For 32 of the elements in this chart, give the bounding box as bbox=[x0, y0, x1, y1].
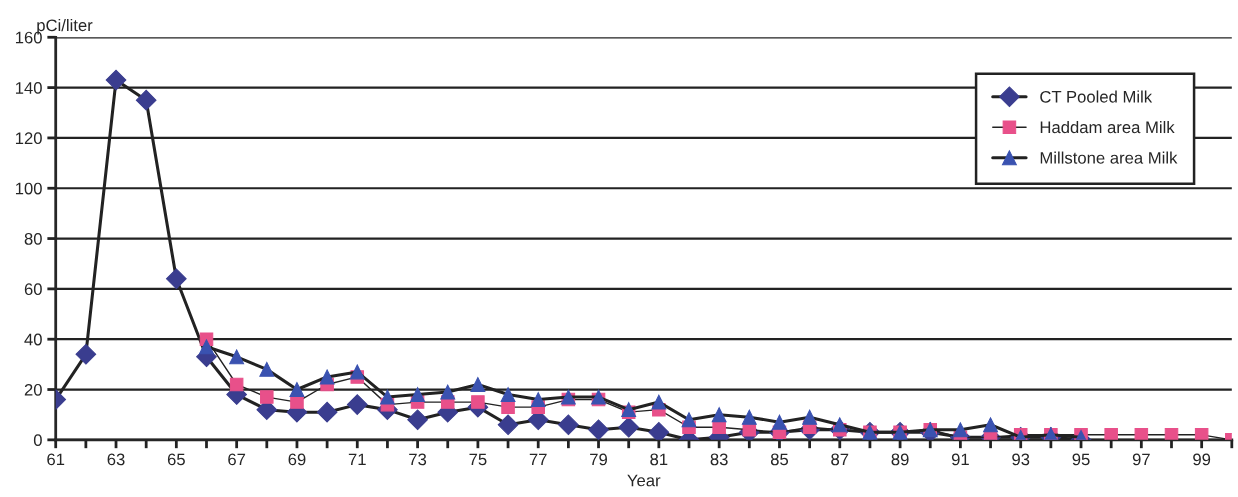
x-tick-label: 83 bbox=[710, 453, 728, 466]
legend-label: CT Pooled Milk bbox=[1040, 90, 1153, 103]
x-tick-label: 99 bbox=[1193, 453, 1211, 466]
y-tick-label: 120 bbox=[15, 132, 42, 145]
x-tick-label: 73 bbox=[409, 453, 427, 466]
y-tick-label: 20 bbox=[24, 383, 42, 396]
x-tick-label: 97 bbox=[1132, 453, 1150, 466]
x-tick-label: 91 bbox=[951, 453, 969, 466]
x-tick-label: 85 bbox=[770, 453, 789, 466]
y-tick-label: 60 bbox=[24, 283, 42, 296]
x-axis-title: Year bbox=[627, 474, 661, 487]
y-tick-label: 0 bbox=[33, 434, 42, 447]
x-tick-label: 77 bbox=[529, 453, 547, 466]
x-tick-label: 89 bbox=[891, 453, 909, 466]
x-tick-label: 67 bbox=[228, 453, 246, 466]
x-tick-label: 95 bbox=[1072, 453, 1090, 466]
x-tick-label: 81 bbox=[650, 453, 668, 466]
x-tick-label: 93 bbox=[1012, 453, 1030, 466]
x-tick-label: 63 bbox=[107, 453, 125, 466]
y-tick-label: 100 bbox=[15, 182, 42, 195]
x-tick-label: 87 bbox=[831, 453, 849, 466]
y-tick-label: 40 bbox=[24, 333, 42, 346]
x-tick-label: 69 bbox=[288, 453, 306, 466]
legend-label: Haddam area Milk bbox=[1040, 120, 1175, 134]
y-tick-label: 80 bbox=[24, 232, 42, 245]
y-tick-label: 140 bbox=[15, 82, 42, 94]
x-tick-label: 71 bbox=[348, 453, 366, 466]
x-tick-label: 79 bbox=[590, 453, 608, 466]
x-tick-label: 65 bbox=[167, 453, 185, 466]
x-tick-label: 75 bbox=[469, 453, 487, 466]
x-tick-label: 61 bbox=[47, 453, 65, 466]
legend-label: Millstone area Milk bbox=[1040, 151, 1178, 164]
